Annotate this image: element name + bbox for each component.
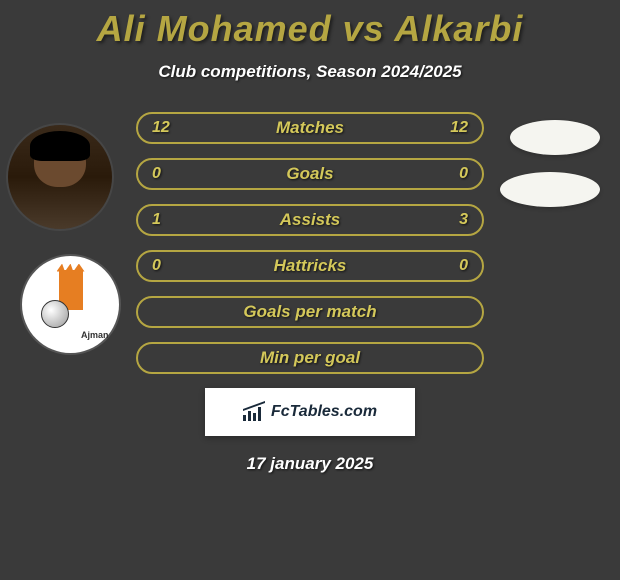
stat-label: Hattricks xyxy=(274,256,347,276)
stat-label: Matches xyxy=(276,118,344,138)
player-right-avatar-1 xyxy=(510,120,600,155)
stat-row-goals: 0 Goals 0 xyxy=(136,158,484,190)
club-badge-left: Ajman xyxy=(22,256,119,353)
football-icon xyxy=(41,300,69,328)
date-label: 17 january 2025 xyxy=(0,454,620,474)
stat-right-value: 12 xyxy=(450,119,468,137)
stat-left-value: 0 xyxy=(152,165,161,183)
stat-right-value: 0 xyxy=(459,257,468,275)
stat-right-value: 3 xyxy=(459,211,468,229)
club-badge-icon: Ajman xyxy=(41,270,101,340)
stat-left-value: 1 xyxy=(152,211,161,229)
stat-label: Goals per match xyxy=(152,302,468,322)
stat-row-min-per-goal: Min per goal xyxy=(136,342,484,374)
stat-label: Assists xyxy=(280,210,340,230)
stats-list: 12 Matches 12 0 Goals 0 1 Assists 3 0 Ha… xyxy=(136,112,484,374)
player-right-avatar-2 xyxy=(500,172,600,207)
season-subtitle: Club competitions, Season 2024/2025 xyxy=(0,62,620,82)
stat-label: Min per goal xyxy=(152,348,468,368)
stat-left-value: 12 xyxy=(152,119,170,137)
comparison-title: Ali Mohamed vs Alkarbi xyxy=(0,8,620,50)
chart-icon xyxy=(243,403,265,421)
stat-label: Goals xyxy=(286,164,333,184)
brand-badge: FcTables.com xyxy=(205,388,415,436)
stat-left-value: 0 xyxy=(152,257,161,275)
stat-row-goals-per-match: Goals per match xyxy=(136,296,484,328)
brand-text: FcTables.com xyxy=(271,403,377,421)
stat-row-hattricks: 0 Hattricks 0 xyxy=(136,250,484,282)
player-left-avatar xyxy=(8,125,112,229)
stat-row-assists: 1 Assists 3 xyxy=(136,204,484,236)
stat-right-value: 0 xyxy=(459,165,468,183)
club-name-text: Ajman xyxy=(81,330,109,340)
infographic-container: Ali Mohamed vs Alkarbi Club competitions… xyxy=(0,0,620,580)
stat-row-matches: 12 Matches 12 xyxy=(136,112,484,144)
